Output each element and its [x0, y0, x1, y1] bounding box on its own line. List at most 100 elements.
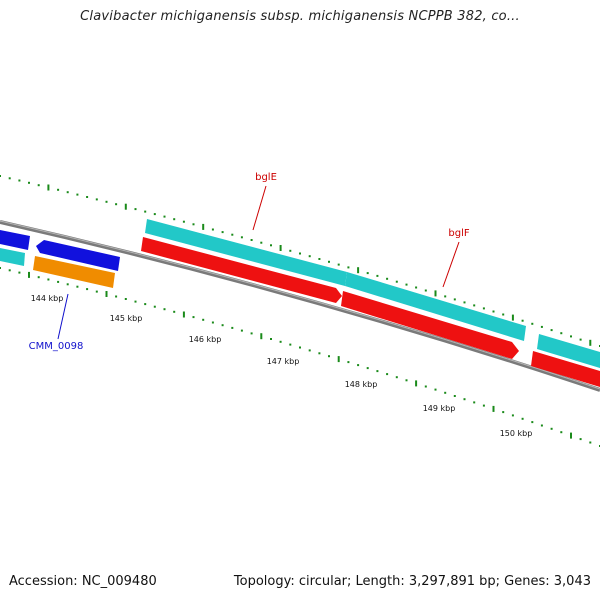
gene-label-bglF[interactable]: bglF	[448, 228, 469, 239]
outer-ring-tick	[115, 203, 118, 206]
inner-ring-tick	[444, 391, 447, 394]
inner-ring-tick	[202, 318, 205, 321]
inner-ring-tick	[337, 356, 340, 363]
outer-ring-tick	[570, 335, 572, 338]
inner-ring-tick	[453, 395, 456, 397]
outer-ring-tick	[250, 239, 253, 241]
gene-blue-left[interactable]	[0, 230, 30, 250]
outer-ring-tick	[521, 319, 524, 322]
gene-bglF-reverse-cds[interactable]	[341, 291, 519, 359]
outer-ring-tick	[502, 313, 505, 316]
outer-ring-tick	[76, 193, 79, 196]
scale-label-144: 144 kbp	[31, 294, 64, 303]
inner-ring-tick	[163, 308, 166, 311]
inner-ring-tick	[482, 404, 485, 407]
outer-ring-tick	[492, 310, 495, 313]
inner-ring-tick	[124, 298, 127, 300]
outer-ring-tick	[144, 210, 147, 213]
inner-ring-tick	[95, 290, 98, 293]
inner-ring-tick	[299, 346, 301, 349]
inner-ring-tick	[376, 370, 379, 373]
outer-ring-tick	[260, 241, 263, 244]
gene-label-bglE[interactable]: bglE	[255, 172, 277, 183]
outer-ring-tick	[579, 338, 582, 341]
inner-ring-tick	[308, 349, 311, 352]
inner-ring-tick	[415, 380, 418, 387]
inner-ring-tick	[231, 326, 234, 329]
outer-tick-ring	[0, 175, 600, 347]
scale-label-145: 145 kbp	[110, 314, 143, 323]
inner-ring-tick	[521, 417, 524, 420]
cds-left-fragment-cyan[interactable]	[0, 248, 25, 266]
inner-ring-tick	[250, 332, 253, 335]
inner-ring-tick	[182, 311, 185, 318]
outer-ring-tick	[173, 218, 176, 221]
genome-backbone	[0, 220, 600, 392]
scale-label-147: 147 kbp	[267, 357, 300, 366]
inner-ring-tick	[531, 421, 534, 424]
inner-ring-tick	[540, 424, 543, 427]
cds-right-fragment-red[interactable]	[531, 351, 600, 387]
outer-ring-tick	[95, 198, 98, 201]
map-title: Clavibacter michiganensis subsp. michiga…	[80, 9, 520, 24]
outer-ring-tick	[463, 301, 466, 304]
outer-ring-tick	[318, 258, 321, 260]
outer-ring-tick	[531, 322, 534, 325]
scale-label-148: 148 kbp	[345, 380, 378, 389]
inner-ring-tick	[589, 441, 592, 444]
scale-label-146: 146 kbp	[189, 335, 222, 344]
outer-ring-tick	[86, 196, 89, 198]
outer-ring-tick	[57, 188, 60, 191]
gene-CMM_0098-cds[interactable]	[33, 256, 115, 288]
inner-ring-tick	[492, 405, 495, 412]
inner-ring-tick	[289, 343, 292, 346]
outer-ring-tick	[240, 236, 243, 239]
outer-ring-tick	[560, 332, 563, 335]
inner-ring-tick	[395, 376, 398, 379]
outer-ring-tick	[405, 283, 408, 286]
inner-ring-tick	[279, 340, 282, 343]
inner-ring-tick	[173, 310, 176, 313]
inner-ring-tick	[270, 338, 272, 340]
outer-ring-tick	[182, 220, 185, 223]
inner-ring-tick	[153, 305, 156, 308]
inner-ring-tick	[76, 285, 79, 288]
gene-blue-arrow[interactable]	[36, 240, 120, 271]
gene-bglE-cds[interactable]	[145, 219, 347, 286]
inner-ring-tick	[47, 278, 50, 281]
outer-ring-tick	[424, 289, 427, 292]
scale-label-149: 149 kbp	[423, 404, 456, 413]
inner-ring-tick	[86, 288, 89, 291]
inner-ring-tick	[570, 432, 572, 439]
bglE-leader-line	[252, 185, 267, 231]
inner-ring-tick	[463, 398, 466, 401]
gene-label-CMM_0098[interactable]: CMM_0098	[29, 341, 84, 352]
accession-label: Accession: NC_009480	[9, 574, 157, 589]
outer-ring-tick	[337, 263, 340, 266]
genome-summary-label: Topology: circular; Length: 3,297,891 bp…	[233, 574, 591, 589]
inner-ring-tick	[366, 367, 369, 370]
outer-ring-tick	[444, 295, 447, 298]
gene-bglF-cds[interactable]	[345, 272, 526, 341]
inner-ring-tick	[386, 373, 389, 376]
inner-ring-tick	[328, 355, 330, 358]
gene-bglE-reverse-cds[interactable]	[141, 237, 342, 303]
outer-ring-tick	[28, 181, 30, 184]
outer-ring-tick	[270, 244, 272, 247]
outer-ring-tick	[589, 339, 592, 346]
inner-ring-tick	[579, 438, 582, 441]
outer-ring-tick	[453, 298, 456, 301]
outer-ring-tick	[473, 304, 476, 307]
outer-ring-tick	[47, 184, 50, 191]
cds-right-fragment-cyan[interactable]	[537, 334, 600, 368]
outer-ring-tick	[124, 203, 127, 210]
inner-ring-tick	[357, 364, 360, 367]
forward-cds-track	[0, 219, 600, 368]
inner-ring-tick	[115, 295, 118, 298]
outer-ring-tick	[511, 314, 514, 321]
inner-ring-tick	[318, 352, 321, 355]
outer-ring-tick	[308, 255, 311, 258]
outer-ring-tick	[202, 223, 205, 230]
inner-ring-tick	[0, 267, 1, 269]
